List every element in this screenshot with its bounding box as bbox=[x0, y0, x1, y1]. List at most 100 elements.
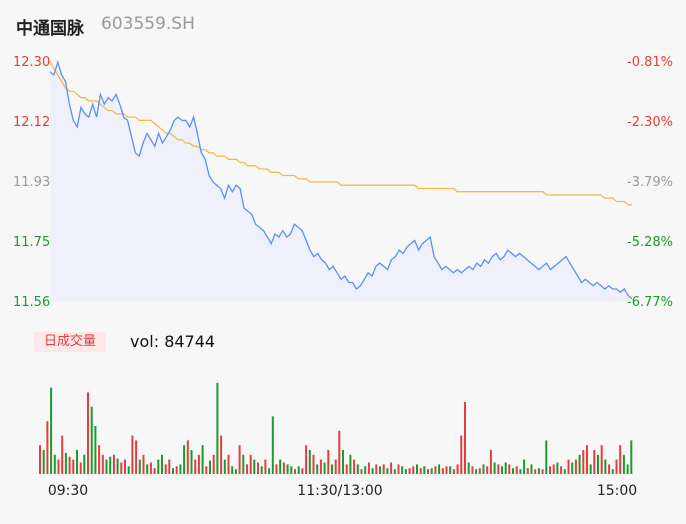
volume-bar bbox=[467, 462, 470, 474]
volume-bar bbox=[567, 459, 570, 474]
price-tick-label: 11.56 bbox=[13, 295, 50, 310]
volume-bar bbox=[246, 464, 248, 474]
time-tick-label: 11:30/13:00 bbox=[297, 483, 382, 499]
average-price-line bbox=[49, 61, 632, 206]
volume-bar bbox=[423, 466, 426, 474]
volume-bar bbox=[582, 450, 585, 474]
volume-bar bbox=[42, 450, 45, 474]
volume-bar bbox=[615, 459, 618, 474]
pct-tick-label: -5.28% bbox=[627, 235, 673, 250]
volume-bar bbox=[39, 445, 41, 474]
volume-bar bbox=[72, 459, 75, 474]
volume-bar bbox=[449, 466, 452, 474]
volume-readout: vol: 84744 bbox=[130, 332, 215, 351]
time-tick-label: 15:00 bbox=[597, 483, 637, 499]
volume-bar bbox=[489, 450, 492, 474]
volume-bar bbox=[268, 468, 271, 474]
volume-bar bbox=[334, 459, 337, 474]
volume-bar bbox=[297, 466, 300, 474]
stock-code: 603559.SH bbox=[101, 14, 195, 34]
volume-tab[interactable]: 日成交量 bbox=[34, 332, 106, 352]
volume-bar bbox=[456, 464, 459, 474]
volume-bar bbox=[64, 452, 67, 474]
volume-bar bbox=[279, 459, 282, 474]
volume-bar bbox=[53, 454, 56, 474]
volume-bar bbox=[149, 462, 152, 474]
volume-bar bbox=[308, 450, 311, 474]
volume-bar bbox=[127, 466, 130, 474]
volume-bar bbox=[157, 459, 160, 474]
volume-bar bbox=[630, 440, 633, 474]
volume-bar bbox=[290, 466, 293, 474]
volume-bar bbox=[434, 466, 437, 474]
pct-tick-label: -2.30% bbox=[627, 115, 673, 130]
volume-bar bbox=[142, 454, 145, 474]
volume-bar bbox=[600, 445, 603, 474]
volume-bar bbox=[175, 466, 178, 474]
time-tick-label: 09:30 bbox=[48, 483, 88, 499]
volume-bar bbox=[331, 464, 333, 474]
volume-bar bbox=[146, 464, 149, 474]
volume-bar bbox=[427, 469, 429, 474]
volume-bar bbox=[87, 392, 89, 474]
volume-bar bbox=[327, 450, 330, 474]
volume-bar bbox=[382, 464, 385, 474]
volume-bar bbox=[393, 469, 396, 474]
volume-bar bbox=[168, 459, 171, 474]
volume-bar bbox=[271, 416, 274, 474]
price-tick-label: 12.30 bbox=[13, 55, 50, 70]
volume-bar bbox=[179, 464, 182, 474]
volume-bar bbox=[223, 459, 226, 474]
volume-bar bbox=[486, 466, 489, 474]
volume-bar bbox=[109, 456, 112, 474]
volume-bar bbox=[138, 459, 141, 474]
volume-bar bbox=[105, 459, 108, 474]
volume-bar bbox=[515, 466, 518, 474]
volume-bar bbox=[264, 459, 267, 474]
volume-bar bbox=[282, 462, 285, 474]
volume-bar bbox=[597, 454, 599, 474]
volume-bar bbox=[541, 469, 544, 474]
volume-bar bbox=[360, 469, 363, 474]
volume-bar bbox=[353, 459, 356, 474]
volume-bar bbox=[50, 387, 53, 474]
volume-bar bbox=[493, 462, 496, 474]
volume-bar bbox=[371, 468, 374, 474]
volume-bar bbox=[301, 468, 304, 474]
volume-bar bbox=[419, 468, 422, 474]
volume-bar bbox=[319, 459, 322, 474]
volume-bar bbox=[209, 460, 211, 474]
volume-bar bbox=[604, 459, 607, 474]
price-area-fill bbox=[50, 62, 632, 302]
volume-bar bbox=[231, 466, 234, 474]
volume-bar bbox=[622, 454, 625, 474]
volume-bar bbox=[408, 468, 411, 474]
volume-bar bbox=[131, 435, 134, 474]
volume-bar bbox=[275, 464, 278, 474]
volume-bar bbox=[201, 445, 204, 474]
volume-bar bbox=[172, 468, 174, 474]
volume-bar bbox=[608, 464, 611, 474]
volume-bar bbox=[626, 464, 629, 474]
volume-bar bbox=[619, 445, 622, 474]
volume-bar bbox=[194, 459, 197, 474]
volume-bar bbox=[227, 454, 230, 474]
volume-bar bbox=[286, 464, 289, 474]
volume-bar bbox=[257, 462, 259, 474]
volume-bar bbox=[312, 454, 315, 474]
volume-bar bbox=[574, 459, 577, 474]
volume-bar bbox=[571, 462, 574, 474]
volume-bar bbox=[238, 445, 241, 474]
volume-bar bbox=[112, 454, 115, 474]
price-tick-label: 11.75 bbox=[13, 235, 50, 250]
volume-bar bbox=[552, 464, 555, 474]
volume-bar bbox=[397, 464, 400, 474]
volume-bar bbox=[512, 468, 514, 474]
volume-bar bbox=[183, 445, 186, 474]
volume-bar bbox=[242, 454, 245, 474]
volume-bar bbox=[537, 468, 540, 474]
volume-bar bbox=[478, 468, 481, 474]
volume-bar bbox=[526, 468, 529, 474]
volume-bar bbox=[197, 454, 200, 474]
volume-bar bbox=[578, 454, 581, 474]
